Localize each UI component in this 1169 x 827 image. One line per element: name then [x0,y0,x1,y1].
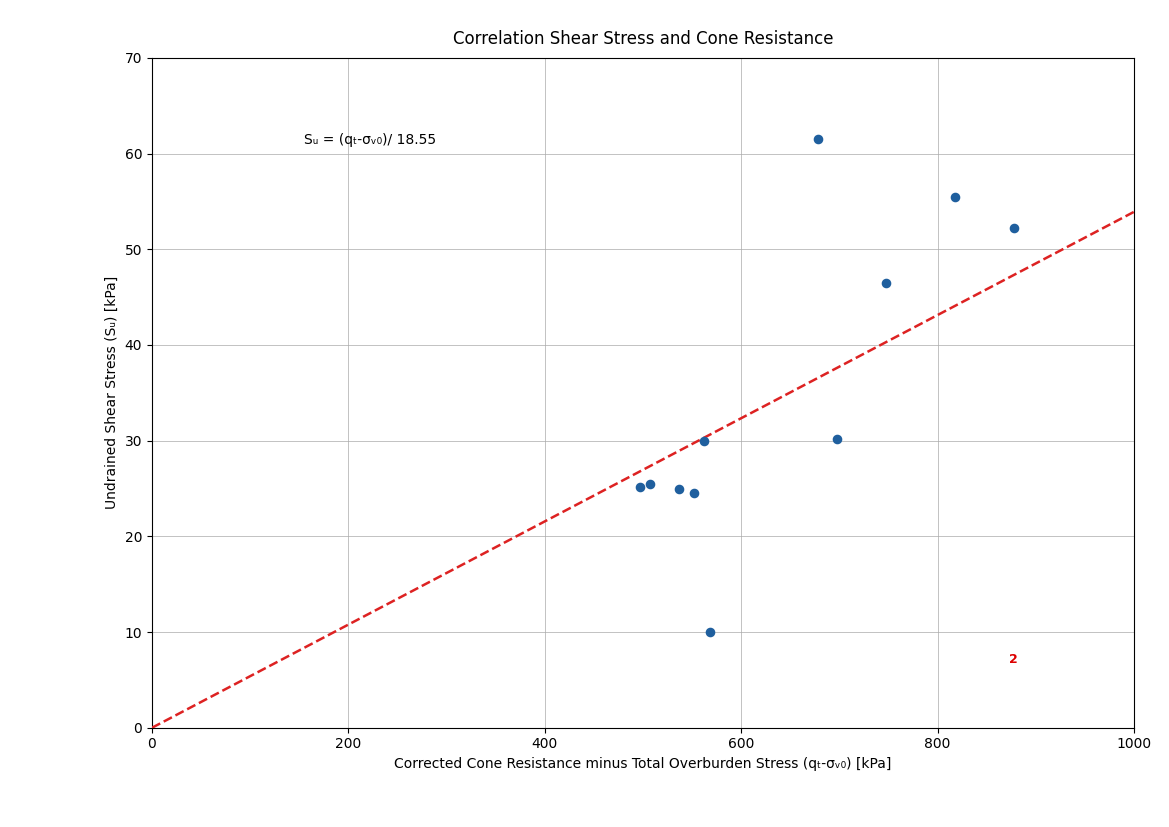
Point [685,486,704,500]
Point [700,625,719,638]
Point [694,434,713,447]
Point [630,480,649,493]
Point [809,132,828,146]
Point [641,477,659,490]
X-axis label: Corrected Cone Resistance minus Total Overburden Stress (qₜ-σᵥ₀) [kPa]: Corrected Cone Resistance minus Total Ov… [394,757,892,771]
Y-axis label: Undrained Shear Stress (Sᵤ) [kPa]: Undrained Shear Stress (Sᵤ) [kPa] [105,276,119,509]
Point [946,190,964,203]
Point [1005,222,1024,235]
Point [828,433,846,446]
Title: Correlation Shear Stress and Cone Resistance: Correlation Shear Stress and Cone Resist… [452,30,833,48]
Point [670,482,689,495]
Point [877,276,895,289]
Text: Sᵤ = (qₜ-σᵥ₀)/ 18.55: Sᵤ = (qₜ-σᵥ₀)/ 18.55 [304,133,436,147]
